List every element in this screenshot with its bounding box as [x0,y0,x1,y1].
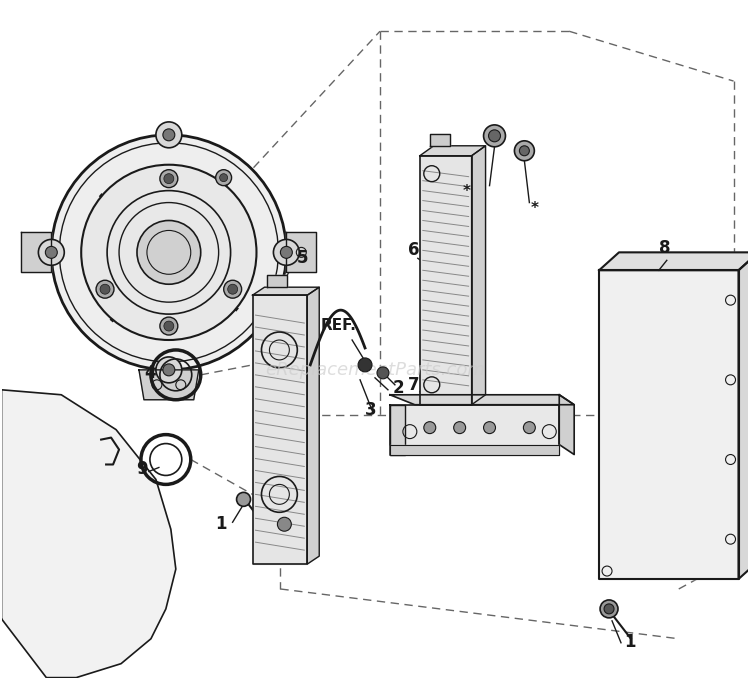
Polygon shape [286,232,316,272]
Polygon shape [599,270,739,579]
Text: 9: 9 [136,460,148,479]
Circle shape [216,170,232,185]
Circle shape [137,221,201,285]
Polygon shape [390,405,560,454]
Text: 5: 5 [296,249,307,268]
Circle shape [454,422,466,434]
Circle shape [274,240,299,265]
Polygon shape [268,275,287,287]
Polygon shape [420,146,485,155]
Circle shape [600,600,618,618]
Polygon shape [599,253,750,270]
Circle shape [51,135,286,370]
Polygon shape [430,134,450,146]
Circle shape [160,317,178,335]
Text: eReplacementParts.com: eReplacementParts.com [265,361,485,379]
Polygon shape [390,405,405,454]
Circle shape [377,367,389,379]
Circle shape [484,422,496,434]
Polygon shape [2,390,176,678]
Polygon shape [22,232,51,272]
Text: 2: 2 [393,379,404,397]
Circle shape [524,422,536,434]
Polygon shape [139,370,199,400]
Polygon shape [253,287,320,295]
Circle shape [164,174,174,183]
Circle shape [156,122,182,148]
Circle shape [163,129,175,141]
Text: 6: 6 [408,241,419,259]
Circle shape [424,422,436,434]
Circle shape [164,321,174,331]
Circle shape [488,130,500,142]
Text: 1: 1 [624,633,635,650]
Text: 7: 7 [408,375,419,394]
Polygon shape [472,146,485,405]
Polygon shape [390,394,574,405]
Circle shape [156,357,182,383]
Text: 8: 8 [658,240,670,257]
Circle shape [484,125,506,147]
Circle shape [38,240,64,265]
Text: *: * [463,183,470,198]
Circle shape [224,280,242,298]
Polygon shape [253,295,308,564]
Circle shape [236,492,250,507]
Circle shape [228,285,238,294]
Circle shape [520,146,530,155]
Circle shape [96,280,114,298]
Circle shape [514,141,534,161]
Circle shape [280,246,292,258]
Polygon shape [560,394,574,454]
Polygon shape [308,287,320,564]
Circle shape [45,246,57,258]
Text: 1: 1 [216,515,227,533]
Circle shape [160,170,178,187]
Circle shape [163,364,175,376]
Polygon shape [739,253,750,579]
Text: 4: 4 [144,364,155,382]
Circle shape [81,165,256,340]
Circle shape [604,604,614,614]
Text: *: * [530,200,538,215]
Polygon shape [420,155,472,405]
Circle shape [220,174,227,182]
Text: REF.: REF. [320,318,356,333]
Polygon shape [390,445,560,454]
Circle shape [100,285,110,294]
Text: 3: 3 [365,401,376,419]
Circle shape [358,358,372,372]
Circle shape [278,517,291,531]
